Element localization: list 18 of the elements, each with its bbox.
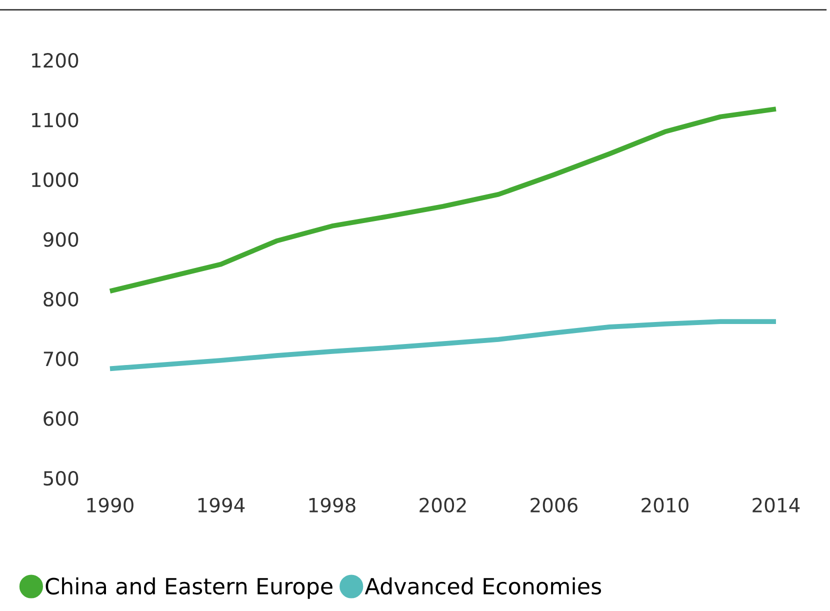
x-tick-label: 1994 — [198, 498, 245, 512]
y-tick-label: 1100 — [32, 112, 78, 128]
y-tick-label: 1200 — [32, 53, 78, 68]
x-tick-label: 1990 — [87, 498, 134, 512]
y-tick-label: 700 — [44, 352, 78, 366]
y-tick-label: 900 — [44, 232, 78, 247]
line-series — [108, 106, 778, 294]
y-tick-label: 500 — [44, 470, 78, 486]
y-tick-label: 800 — [44, 292, 78, 307]
x-tick-label: 2006 — [530, 498, 578, 512]
x-tick-label: 2014 — [752, 498, 800, 512]
y-tick-label: 1000 — [32, 172, 78, 188]
y-tick-label: 600 — [44, 411, 78, 426]
x-tick-label: 2010 — [642, 498, 688, 512]
x-tick-label: 2002 — [420, 498, 466, 512]
legend-label: Advanced Economies — [364, 577, 602, 595]
legend-label: China and Eastern Europe — [46, 577, 332, 599]
x-tick-label: 1998 — [309, 498, 356, 512]
